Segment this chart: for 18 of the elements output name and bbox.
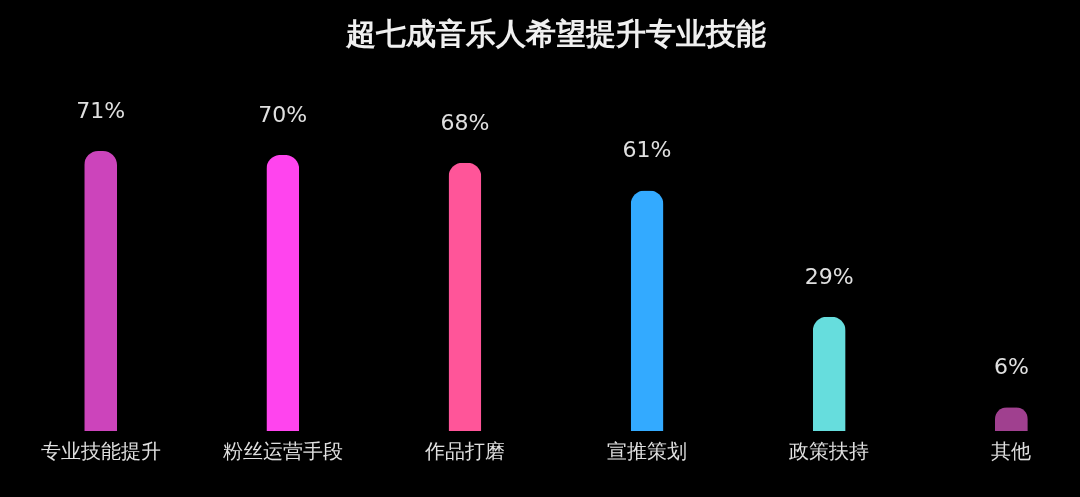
- data-label: 61%: [622, 137, 672, 163]
- x-tick-label: 其他: [991, 438, 1032, 463]
- chart-title: 超七成音乐人希望提升专业技能: [345, 16, 766, 51]
- x-tick-label: 粉丝运营手段: [222, 438, 343, 463]
- bar: [448, 162, 482, 431]
- bar: [812, 316, 846, 431]
- x-tick-label: 专业技能提升: [40, 438, 161, 463]
- bar: [84, 151, 117, 431]
- x-tick-label: 作品打磨: [423, 438, 505, 463]
- data-label: 68%: [440, 109, 490, 135]
- bar: [630, 190, 664, 431]
- data-label: 29%: [804, 263, 854, 289]
- data-label: 70%: [258, 101, 308, 127]
- data-label: 6%: [993, 354, 1029, 380]
- bar: [266, 154, 300, 431]
- x-tick-label: 宣推策划: [607, 438, 688, 463]
- data-label: 71%: [76, 98, 126, 123]
- x-tick-label: 政策扶持: [789, 438, 870, 463]
